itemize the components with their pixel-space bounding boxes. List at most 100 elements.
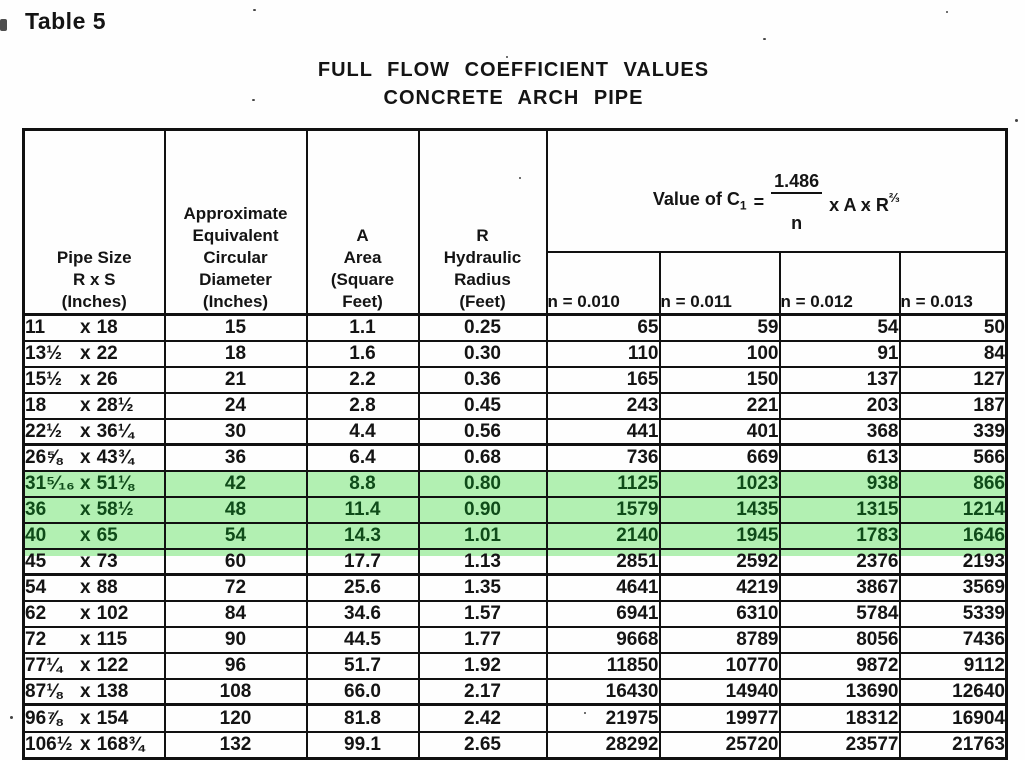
table-row: 13½ x 22 18 1.6 0.30 110 100 91 84 bbox=[22, 339, 1008, 368]
n012-cell: 203 bbox=[778, 391, 901, 420]
diameter-cell: 90 bbox=[163, 625, 308, 654]
radius-cell: 0.25 bbox=[417, 313, 548, 342]
pipe-span-value: 58½ bbox=[96, 498, 134, 520]
page-title: Table 5 bbox=[25, 8, 107, 34]
pipe-rise-value: 40 bbox=[25, 524, 47, 546]
n013-cell: 3569 bbox=[898, 573, 1008, 602]
pipe-size-separator: x bbox=[80, 654, 91, 676]
n013-cell: 1646 bbox=[898, 521, 1008, 550]
pipe-size-cell: 72 x 115 bbox=[22, 625, 166, 654]
n013-cell: 566 bbox=[898, 443, 1008, 472]
pipe-size-cell: 11 x 18 bbox=[22, 313, 166, 342]
n010-cell: 6941 bbox=[545, 599, 661, 628]
area-cell: 66.0 bbox=[305, 677, 420, 706]
pipe-size-cell: 15½ x 26 bbox=[22, 365, 166, 394]
pipe-size-separator: x bbox=[80, 734, 91, 756]
area-cell: 25.6 bbox=[305, 573, 420, 602]
diameter-cell: 120 bbox=[163, 703, 308, 733]
header-n-013: n = 0.013 bbox=[898, 251, 1008, 316]
diameter-cell: 15 bbox=[163, 313, 308, 342]
n012-cell: 23577 bbox=[778, 730, 901, 760]
pipe-rise-value: 36 bbox=[25, 498, 47, 520]
pipe-span-value: 43¾ bbox=[96, 447, 134, 469]
pipe-rise-value: 13½ bbox=[25, 342, 62, 364]
pipe-size-separator: x bbox=[80, 628, 91, 650]
diameter-cell: 42 bbox=[163, 469, 308, 498]
table-title-line2: CONCRETE ARCH PIPE bbox=[383, 87, 644, 109]
pipe-span-value: 28½ bbox=[96, 394, 134, 416]
formula-prefix: Value of C1 bbox=[652, 188, 747, 213]
n012-cell: 1783 bbox=[778, 521, 901, 550]
table-row: 62 x 102 84 34.6 1.57 6941 6310 5784 5339 bbox=[22, 599, 1008, 628]
pipe-size-separator: x bbox=[80, 577, 91, 599]
header-n-011: n = 0.011 bbox=[658, 251, 781, 316]
diameter-cell: 24 bbox=[163, 391, 308, 420]
pipe-rise-value: 87⅛ bbox=[25, 680, 62, 702]
pipe-size-separator: x bbox=[80, 472, 91, 494]
diameter-cell: 96 bbox=[163, 651, 308, 680]
n012-cell: 18312 bbox=[778, 703, 901, 733]
table-row: 40 x 65 54 14.3 1.01 2140 1945 1783 1646 bbox=[22, 521, 1008, 550]
table-row: 87⅛ x 138 108 66.0 2.17 16430 14940 13690 12640 bbox=[22, 677, 1008, 706]
pipe-span-value: 102 bbox=[96, 602, 129, 624]
pipe-rise-value: 26⅝ bbox=[25, 447, 62, 469]
pipe-size-separator: x bbox=[80, 707, 91, 729]
n010-cell: 28292 bbox=[545, 730, 661, 760]
n010-cell: 11850 bbox=[545, 651, 661, 680]
radius-cell: 2.42 bbox=[417, 703, 548, 733]
n010-cell: 736 bbox=[545, 443, 661, 472]
n012-cell: 2376 bbox=[778, 547, 901, 576]
diameter-cell: 132 bbox=[163, 730, 308, 760]
n013-cell: 5339 bbox=[898, 599, 1008, 628]
table-row: 72 x 115 90 44.5 1.77 9668 8789 8056 7436 bbox=[22, 625, 1008, 654]
pipe-rise-value: 31⁵⁄₁₆ bbox=[25, 472, 75, 494]
formula-exponent: ⅔ bbox=[888, 189, 900, 205]
pipe-size-cell: 31⁵⁄₁₆ x 51⅛ bbox=[22, 469, 166, 498]
n012-cell: 8056 bbox=[778, 625, 901, 654]
scan-speck bbox=[506, 56, 508, 58]
n011-cell: 150 bbox=[658, 365, 781, 394]
header-pipe-size: Pipe Size R x S (Inches) bbox=[22, 128, 166, 316]
pipe-span-value: 22 bbox=[96, 342, 118, 364]
pipe-rise-value: 45 bbox=[25, 550, 47, 572]
scan-speck bbox=[868, 205, 870, 207]
table-row: 15½ x 26 21 2.2 0.36 165 150 137 127 bbox=[22, 365, 1008, 394]
pipe-span-value: 88 bbox=[96, 577, 118, 599]
radius-cell: 0.36 bbox=[417, 365, 548, 394]
pipe-size-separator: x bbox=[80, 342, 91, 364]
pipe-rise-value: 62 bbox=[25, 602, 47, 624]
pipe-rise-value: 77¼ bbox=[25, 654, 62, 676]
diameter-cell: 54 bbox=[163, 521, 308, 550]
n013-cell: 2193 bbox=[898, 547, 1008, 576]
n010-cell: 1579 bbox=[545, 495, 661, 524]
scan-speck bbox=[10, 716, 13, 719]
pipe-size-separator: x bbox=[80, 550, 91, 572]
area-cell: 51.7 bbox=[305, 651, 420, 680]
pipe-size-separator: x bbox=[80, 602, 91, 624]
formula-suffix: x A x R⅔ bbox=[829, 189, 900, 215]
diameter-cell: 21 bbox=[163, 365, 308, 394]
area-cell: 81.8 bbox=[305, 703, 420, 733]
radius-cell: 1.13 bbox=[417, 547, 548, 576]
pipe-rise-value: 106½ bbox=[25, 734, 73, 756]
pipe-span-value: 122 bbox=[96, 654, 129, 676]
diameter-cell: 84 bbox=[163, 599, 308, 628]
n012-cell: 13690 bbox=[778, 677, 901, 706]
pipe-span-value: 154 bbox=[96, 707, 129, 729]
n011-cell: 1435 bbox=[658, 495, 781, 524]
n013-cell: 866 bbox=[898, 469, 1008, 498]
n012-cell: 137 bbox=[778, 365, 901, 394]
n013-cell: 21763 bbox=[898, 730, 1008, 760]
area-cell: 17.7 bbox=[305, 547, 420, 576]
row-group-3: 54 x 88 72 25.6 1.35 4641 4219 3867 3569 62 x 102 84 3… bbox=[22, 573, 1008, 706]
n011-cell: 100 bbox=[658, 339, 781, 368]
radius-cell: 0.45 bbox=[417, 391, 548, 420]
n011-cell: 4219 bbox=[658, 573, 781, 602]
pipe-span-value: 168¾ bbox=[96, 734, 145, 756]
scan-speck bbox=[584, 712, 586, 714]
pipe-rise-value: 72 bbox=[25, 628, 47, 650]
area-cell: 1.1 bbox=[305, 313, 420, 342]
pipe-size-separator: x bbox=[80, 394, 91, 416]
n011-cell: 8789 bbox=[658, 625, 781, 654]
pipe-size-cell: 45 x 73 bbox=[22, 547, 166, 576]
